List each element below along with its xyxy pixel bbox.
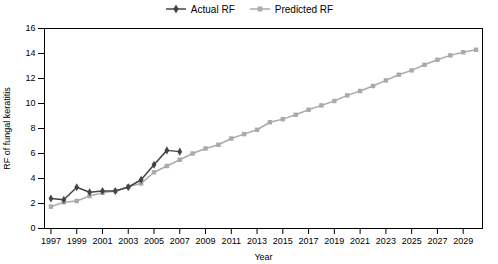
svg-text:2023: 2023 bbox=[376, 236, 396, 246]
svg-text:2011: 2011 bbox=[222, 236, 241, 246]
svg-text:12: 12 bbox=[25, 73, 35, 83]
svg-text:0: 0 bbox=[30, 223, 35, 233]
svg-text:2013: 2013 bbox=[247, 236, 267, 246]
svg-text:1999: 1999 bbox=[67, 236, 87, 246]
svg-text:2005: 2005 bbox=[144, 236, 164, 246]
svg-text:2025: 2025 bbox=[402, 236, 422, 246]
svg-text:14: 14 bbox=[25, 48, 35, 58]
svg-text:RF of fungal keratitis: RF of fungal keratitis bbox=[2, 87, 12, 170]
svg-text:2017: 2017 bbox=[299, 236, 319, 246]
svg-text:2007: 2007 bbox=[170, 236, 190, 246]
svg-text:2009: 2009 bbox=[196, 236, 216, 246]
svg-text:2001: 2001 bbox=[92, 236, 112, 246]
svg-text:4: 4 bbox=[30, 173, 35, 183]
svg-text:16: 16 bbox=[25, 23, 35, 33]
svg-text:Year: Year bbox=[254, 252, 272, 262]
svg-text:8: 8 bbox=[30, 123, 35, 133]
svg-text:2027: 2027 bbox=[427, 236, 447, 246]
svg-text:2: 2 bbox=[30, 198, 35, 208]
svg-text:2021: 2021 bbox=[350, 236, 370, 246]
svg-text:2015: 2015 bbox=[273, 236, 293, 246]
svg-text:1997: 1997 bbox=[41, 236, 61, 246]
svg-text:2029: 2029 bbox=[453, 236, 473, 246]
html-text:Predicted RF: Predicted RF bbox=[274, 3, 334, 15]
svg-text:2019: 2019 bbox=[324, 236, 344, 246]
svg-text:6: 6 bbox=[30, 148, 35, 158]
html-text:Actual RF: Actual RF bbox=[190, 3, 235, 15]
svg-text:2003: 2003 bbox=[118, 236, 138, 246]
svg-text:10: 10 bbox=[25, 98, 35, 108]
